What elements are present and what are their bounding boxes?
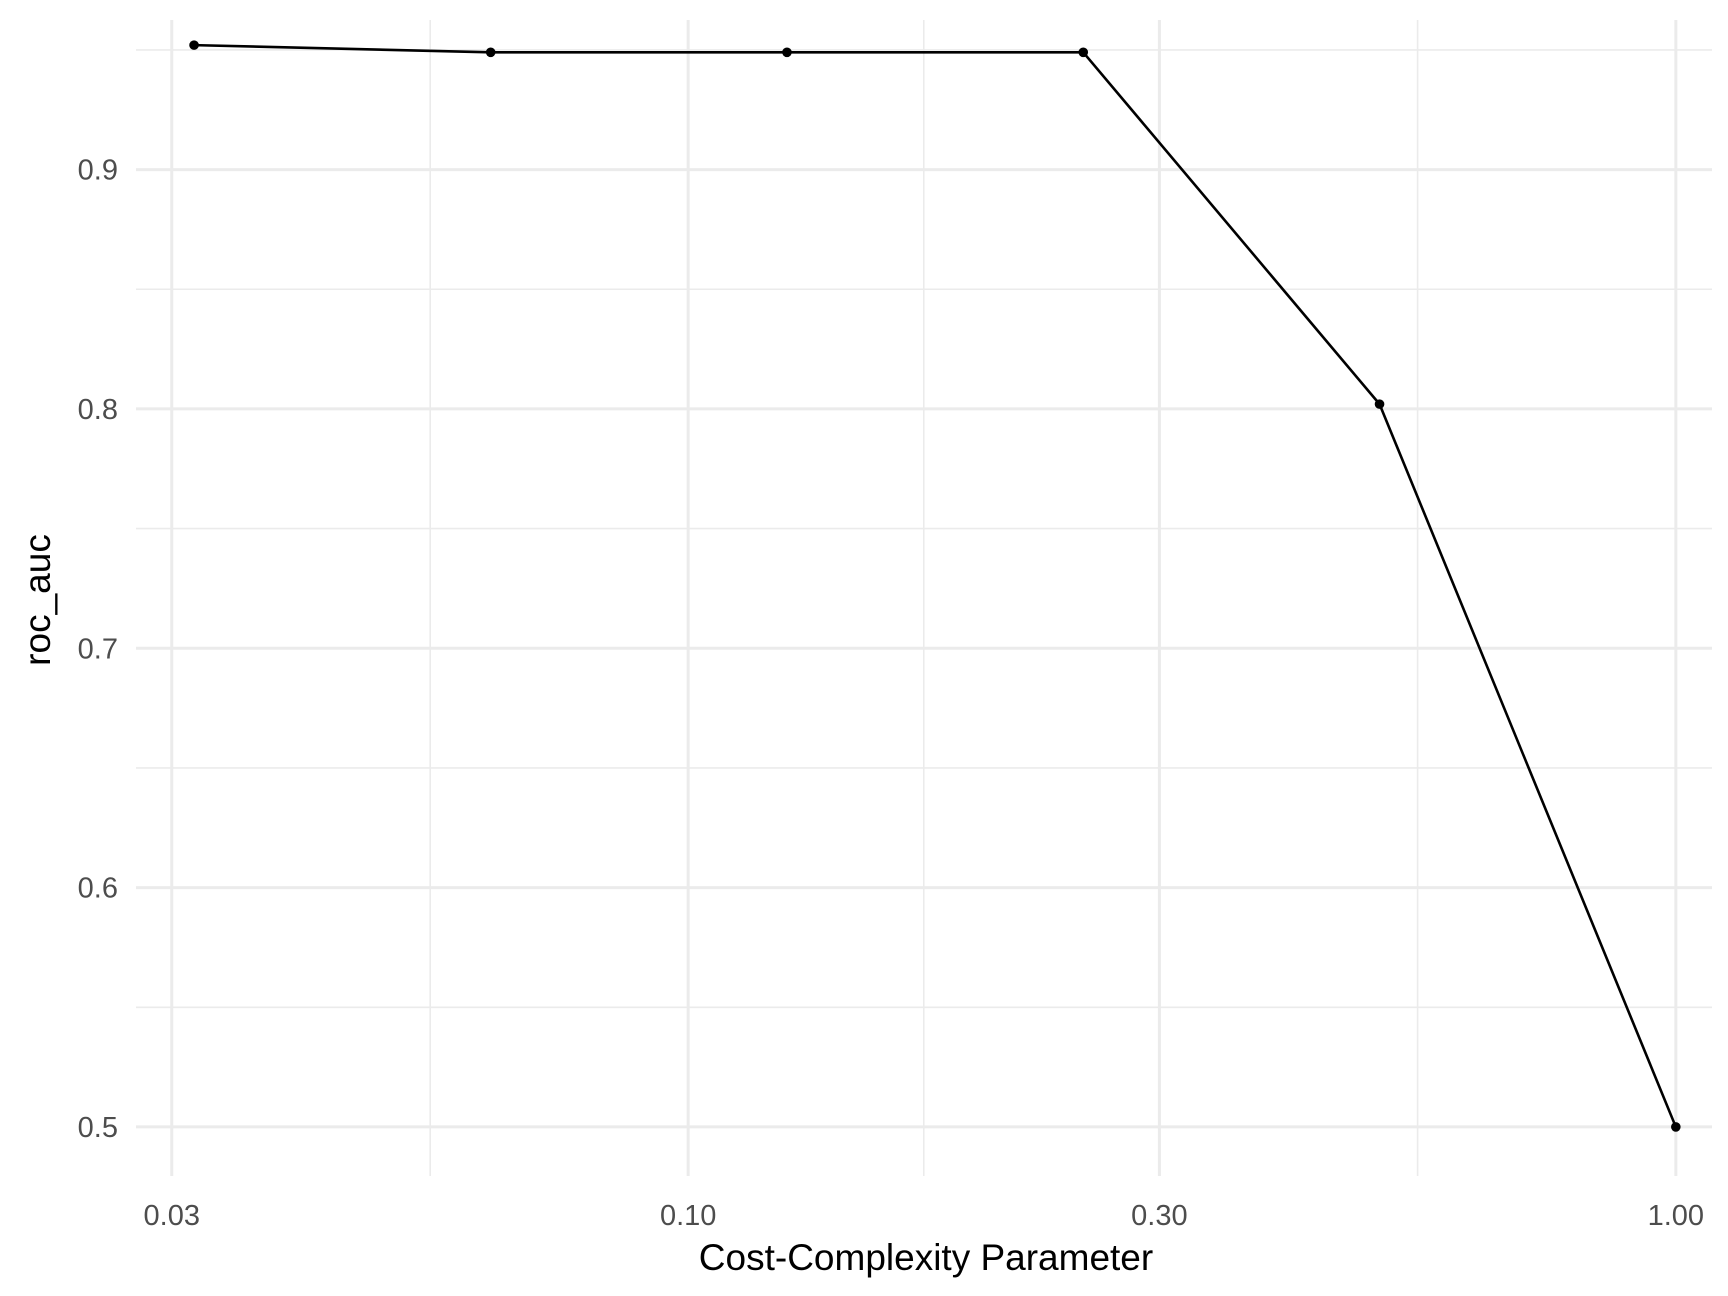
y-tick-label: 0.7 <box>78 633 118 665</box>
y-axis-title: roc_auc <box>17 534 58 666</box>
x-tick-label: 0.30 <box>1131 1200 1187 1232</box>
y-tick-label: 0.9 <box>78 155 118 187</box>
series-lines <box>194 43 1678 1128</box>
y-tick-label: 0.8 <box>78 394 118 426</box>
data-point <box>189 40 199 50</box>
y-tick-label: 0.6 <box>78 873 118 905</box>
series-points <box>189 40 1681 1132</box>
major-gridlines <box>136 20 1712 1176</box>
y-axis-tick-labels: 0.5 0.6 0.7 0.8 0.9 <box>78 155 118 1144</box>
x-tick-label: 0.10 <box>660 1200 716 1232</box>
x-tick-label: 0.03 <box>144 1200 200 1232</box>
y-tick-label: 0.5 <box>78 1112 118 1144</box>
data-point <box>1671 1122 1681 1132</box>
x-axis-title: Cost-Complexity Parameter <box>699 1237 1153 1278</box>
series-line <box>194 43 1678 1128</box>
x-axis-tick-labels: 0.03 0.10 0.30 1.00 <box>144 1200 1705 1232</box>
data-point <box>1078 47 1089 58</box>
x-tick-label: 1.00 <box>1648 1200 1704 1232</box>
data-point <box>485 47 496 58</box>
data-point <box>782 47 792 58</box>
data-point <box>1374 399 1385 409</box>
